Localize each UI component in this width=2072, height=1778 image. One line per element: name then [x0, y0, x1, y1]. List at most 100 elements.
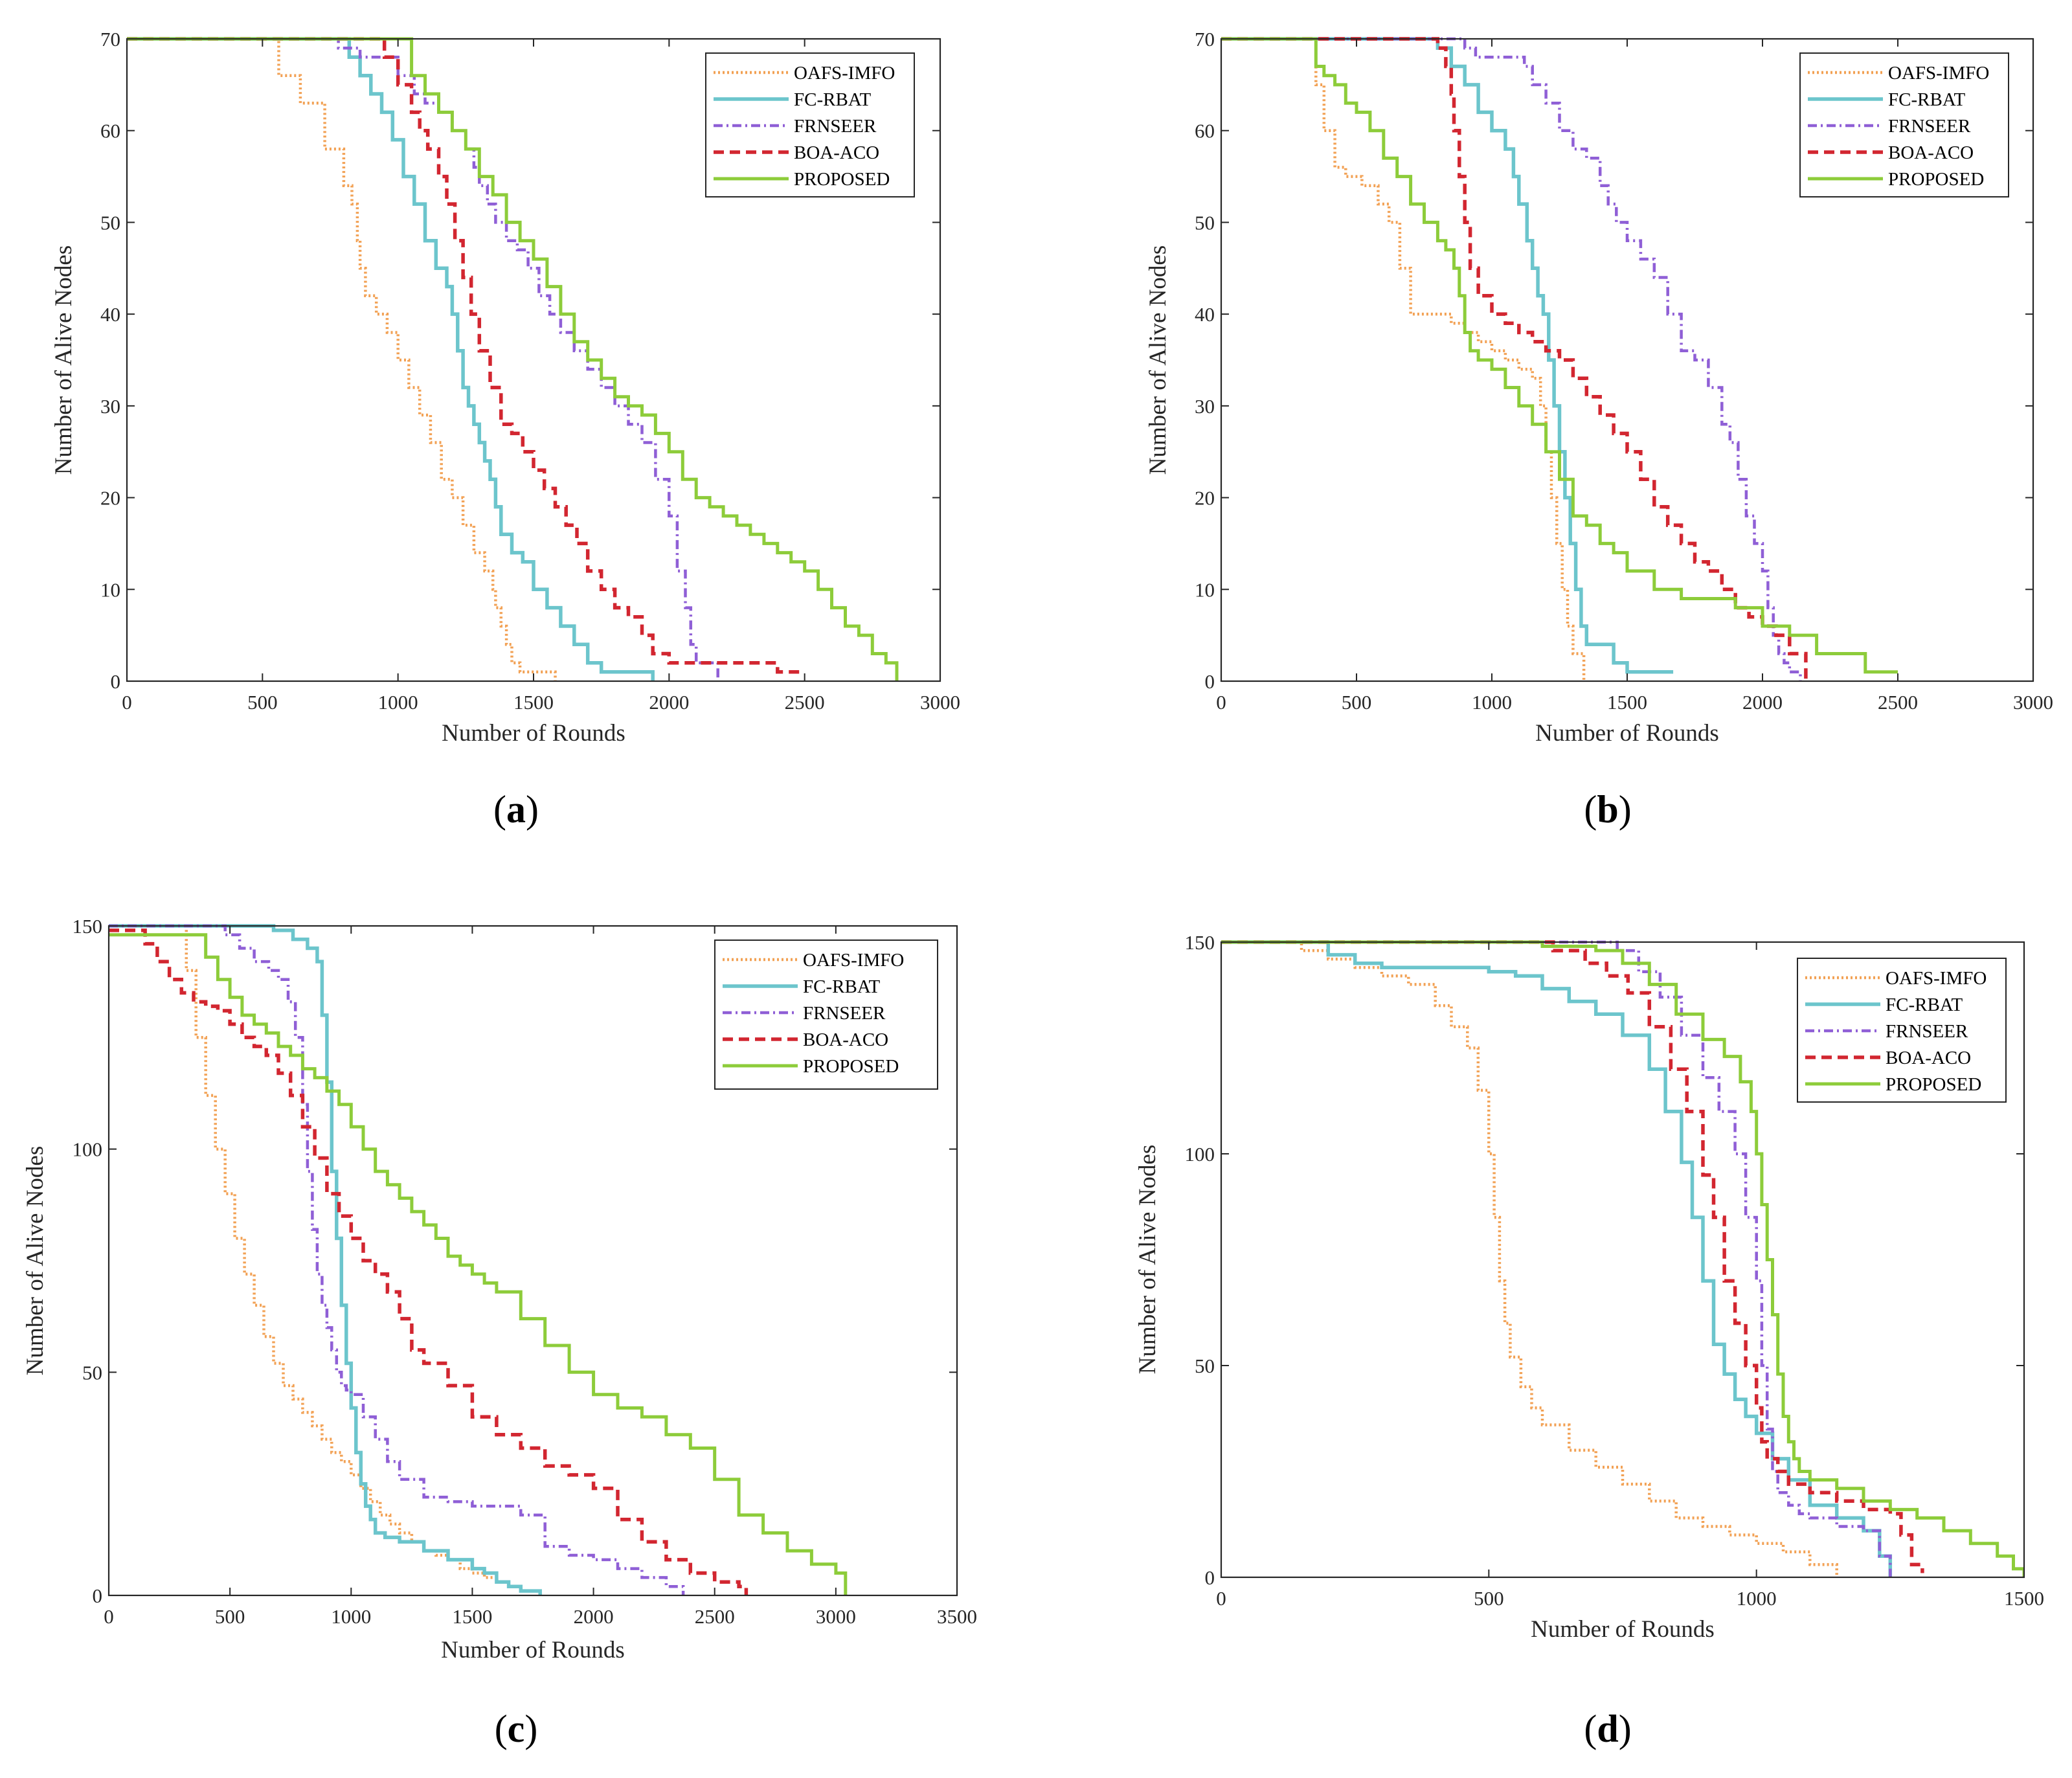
- x-tick-label: 3000: [920, 691, 960, 714]
- x-axis-label: Number of Rounds: [1531, 1616, 1715, 1643]
- legend-label: FC-RBAT: [794, 89, 872, 110]
- x-tick-label: 2500: [695, 1605, 735, 1628]
- x-tick-label: 1000: [378, 691, 418, 714]
- series-line-boa-aco: [127, 37, 802, 674]
- legend-label: OAFS-IMFO: [1886, 968, 1987, 989]
- series-group: [1221, 37, 1898, 681]
- y-tick-label: 70: [100, 28, 120, 51]
- panel-caption: (d): [1584, 1707, 1631, 1750]
- chart-panel-a: 0 500 1000 1500 2000 2500 3000 0 10 20 30 40 50 60 70 N…: [51, 28, 960, 831]
- chart-panel-b: 0 500 1000 1500 2000 2500 3000 0 10 20 30 40 50 60 70 N…: [1145, 28, 2053, 831]
- series-line-proposed: [127, 37, 899, 681]
- x-tick-label: 1000: [1737, 1587, 1777, 1610]
- legend-label: FRNSEER: [1888, 116, 1971, 137]
- y-tick-label: 40: [1195, 303, 1215, 326]
- chart-panel-c: 0 500 1000 1500 2000 2500 3000 3500 0 50 100 150 Num…: [22, 915, 977, 1750]
- y-tick-label: 20: [100, 487, 120, 510]
- legend-label: OAFS-IMFO: [794, 63, 895, 84]
- legend-label: FRNSEER: [794, 116, 877, 137]
- series-line-proposed: [1221, 940, 2024, 1577]
- y-tick-label: 50: [1195, 211, 1215, 234]
- legend-label: PROPOSED: [1886, 1074, 1981, 1095]
- y-tick-label: 50: [100, 211, 120, 234]
- series-line-fc-rbat: [1221, 37, 1674, 674]
- y-tick-label: 10: [100, 578, 120, 601]
- y-tick-label: 100: [73, 1138, 103, 1161]
- x-tick-label: 1500: [1607, 691, 1647, 714]
- x-tick-label: 500: [247, 691, 278, 714]
- series-line-fc-rbat: [127, 37, 655, 681]
- y-tick-label: 0: [1205, 670, 1215, 693]
- x-tick-label: 1000: [1472, 691, 1512, 714]
- x-tick-label: 3000: [2013, 691, 2053, 714]
- legend-label: PROPOSED: [1888, 169, 1984, 190]
- x-tick-label: 1500: [513, 691, 554, 714]
- legend-label: PROPOSED: [803, 1056, 899, 1077]
- series-line-frnseer: [127, 37, 719, 681]
- series-line-frnseer: [1221, 37, 1802, 681]
- legend-label: BOA-ACO: [794, 142, 879, 163]
- y-tick-label: 30: [1195, 395, 1215, 418]
- panel-caption: (a): [493, 788, 539, 831]
- series-line-boa-aco: [1221, 37, 1808, 681]
- y-tick-label: 20: [1195, 487, 1215, 510]
- x-axis-label: Number of Rounds: [1535, 720, 1719, 747]
- series-line-fc-rbat: [109, 924, 542, 1595]
- legend-label: FC-RBAT: [1888, 89, 1966, 110]
- x-tick-label: 1000: [331, 1605, 371, 1628]
- series-group: [1221, 940, 2024, 1577]
- chart-panel-d: 0 500 1000 1500 0 50 100 150 Number of Rounds Num…: [1134, 931, 2044, 1750]
- legend-label: BOA-ACO: [803, 1030, 888, 1050]
- legend: OAFS-IMFO FC-RBAT FRNSEER BOA-ACO PROPOSED: [705, 52, 915, 197]
- x-axis-label: Number of Rounds: [442, 720, 625, 747]
- x-tick-label: 500: [1474, 1587, 1504, 1610]
- x-tick-label: 2500: [1878, 691, 1918, 714]
- legend-label: FC-RBAT: [803, 976, 881, 997]
- x-tick-label: 500: [1342, 691, 1372, 714]
- y-tick-label: 0: [111, 670, 121, 693]
- panel-caption: (b): [1584, 788, 1631, 831]
- x-tick-label: 0: [122, 691, 132, 714]
- series-line-boa-aco: [1221, 940, 1924, 1573]
- y-tick-label: 0: [1205, 1566, 1215, 1589]
- y-tick-label: 40: [100, 303, 120, 326]
- legend-label: BOA-ACO: [1886, 1048, 1971, 1068]
- x-tick-label: 2000: [649, 691, 689, 714]
- x-axis-label: Number of Rounds: [441, 1637, 625, 1663]
- x-tick-label: 3000: [816, 1605, 856, 1628]
- series-line-proposed: [1221, 37, 1898, 674]
- x-tick-label: 500: [215, 1605, 245, 1628]
- y-tick-label: 70: [1195, 28, 1215, 51]
- plot-frame: [107, 925, 958, 1597]
- series-group: [109, 924, 848, 1595]
- y-tick-label: 150: [1185, 931, 1215, 954]
- legend-label: PROPOSED: [794, 169, 890, 190]
- panel-caption: (c): [495, 1707, 538, 1750]
- legend-label: FRNSEER: [803, 1003, 886, 1024]
- legend: OAFS-IMFO FC-RBAT FRNSEER BOA-ACO PROPOSED: [714, 940, 938, 1090]
- x-tick-label: 1500: [452, 1605, 492, 1628]
- y-tick-label: 100: [1185, 1143, 1215, 1165]
- y-tick-label: 30: [100, 395, 120, 418]
- plot-frame: [1220, 941, 2025, 1579]
- x-tick-label: 2000: [574, 1605, 614, 1628]
- series-line-oafs-imfo: [127, 37, 557, 681]
- legend-label: OAFS-IMFO: [803, 950, 904, 971]
- x-tick-label: 2500: [785, 691, 825, 714]
- series-line-proposed: [109, 933, 848, 1595]
- y-tick-label: 50: [1195, 1355, 1215, 1377]
- y-axis-label: Number of Alive Nodes: [1145, 245, 1171, 475]
- series-group: [127, 37, 899, 681]
- series-line-frnseer: [1221, 940, 1892, 1577]
- x-tick-label: 3500: [937, 1605, 977, 1628]
- legend-label: OAFS-IMFO: [1888, 63, 1989, 84]
- y-tick-label: 60: [100, 120, 120, 142]
- legend: OAFS-IMFO FC-RBAT FRNSEER BOA-ACO PROPOSED: [1799, 52, 2009, 197]
- legend-label: BOA-ACO: [1888, 142, 1974, 163]
- series-line-oafs-imfo: [1221, 37, 1586, 681]
- x-tick-label: 0: [1216, 691, 1226, 714]
- x-tick-label: 0: [104, 1605, 114, 1628]
- y-tick-label: 10: [1195, 578, 1215, 601]
- series-line-frnseer: [109, 924, 685, 1595]
- y-axis-label: Number of Alive Nodes: [51, 245, 77, 475]
